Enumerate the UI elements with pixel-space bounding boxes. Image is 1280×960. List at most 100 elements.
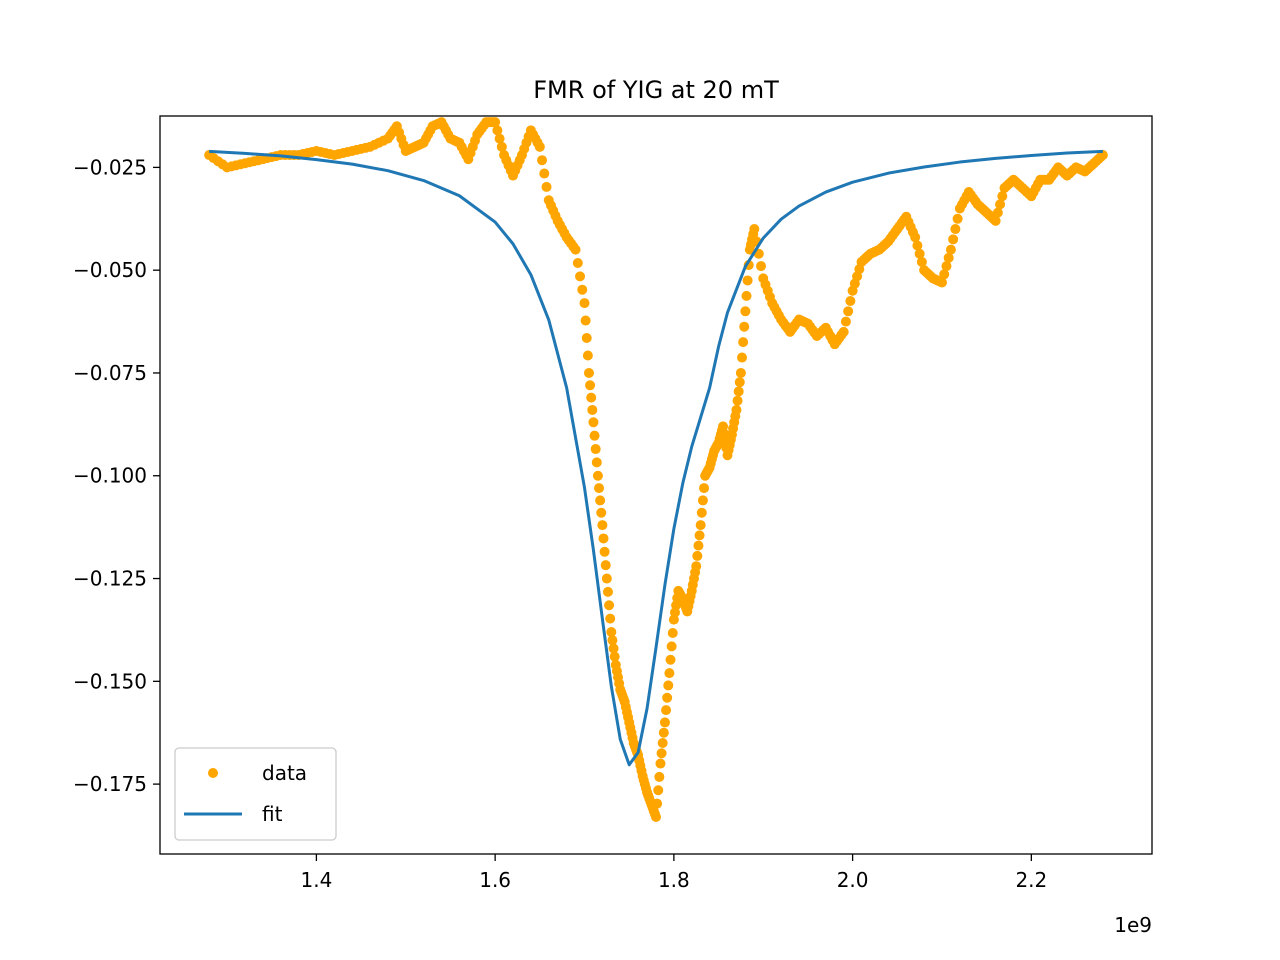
data-point (845, 296, 856, 307)
data-point (217, 159, 228, 170)
legend-label-data: data (262, 761, 307, 785)
data-point (588, 417, 599, 428)
data-point (738, 337, 749, 348)
data-point (539, 168, 550, 179)
data-point (608, 643, 619, 654)
data-point (907, 227, 918, 238)
data-point (649, 808, 660, 819)
data-point (843, 306, 854, 317)
data-point (665, 654, 676, 665)
data-point (572, 257, 583, 268)
data-point (662, 692, 673, 703)
data-point (663, 680, 674, 691)
data-point (589, 430, 600, 441)
data-point (583, 367, 594, 378)
data-point (514, 155, 525, 166)
x-tick-label: 1.4 (300, 868, 332, 892)
axes-frame (159, 115, 1153, 855)
data-point (590, 444, 601, 455)
data-point (577, 284, 588, 295)
data-point (916, 256, 927, 267)
fit-series (209, 149, 1103, 767)
data-point (600, 560, 611, 571)
data-point (599, 546, 610, 557)
data-point (941, 261, 952, 272)
y-tick-label: −0.050 (73, 258, 147, 282)
x-offset-label: 1e9 (1114, 913, 1152, 937)
data-point (559, 228, 570, 239)
data-point (692, 550, 703, 561)
data-point (597, 520, 608, 531)
data-point (609, 651, 620, 662)
data-point (492, 125, 503, 136)
data-point (657, 737, 668, 748)
data-point (595, 495, 606, 506)
data-point (596, 507, 607, 518)
data-point (995, 199, 1006, 210)
data-point (605, 613, 616, 624)
data-point (306, 146, 317, 157)
data-point (235, 159, 246, 170)
data-point (733, 386, 744, 397)
data-point (756, 261, 767, 272)
data-point (655, 758, 666, 769)
data-point (666, 641, 677, 652)
chart-title: FMR of YIG at 20 mT (533, 76, 779, 104)
data-point (939, 269, 950, 280)
data-point (653, 785, 664, 796)
legend-box (174, 747, 337, 841)
data-point (591, 457, 602, 468)
data-point (496, 141, 507, 152)
data-point (623, 712, 634, 723)
data-point (696, 507, 707, 518)
data-point (741, 290, 752, 301)
legend-label-fit: fit (262, 802, 283, 826)
data-point (253, 155, 264, 166)
data-point (575, 271, 586, 282)
data-point (652, 798, 663, 809)
x-tick-label: 1.8 (658, 868, 690, 892)
x-axis: 1.4 1.6 1.8 2.0 2.2 (300, 854, 1047, 892)
plot-area (204, 117, 1108, 822)
data-point (580, 315, 591, 326)
data-point (945, 244, 956, 255)
data-point (840, 316, 851, 327)
data-point (694, 530, 705, 541)
data-point (737, 352, 748, 363)
data-point (360, 142, 371, 153)
x-tick-label: 2.2 (1015, 868, 1047, 892)
data-point (948, 234, 959, 245)
data-point (587, 404, 598, 415)
y-tick-label: −0.150 (73, 669, 147, 693)
data-point (912, 240, 923, 251)
data-point (658, 727, 669, 738)
data-point (1095, 152, 1106, 163)
y-tick-label: −0.125 (73, 567, 147, 591)
data-point (654, 771, 665, 782)
data-point (602, 586, 613, 597)
data-point (699, 483, 710, 494)
data-point (636, 765, 647, 776)
data-point (732, 395, 743, 406)
data-point (742, 275, 753, 286)
data-point (730, 411, 741, 422)
y-tick-label: −0.100 (73, 464, 147, 488)
data-point (773, 310, 784, 321)
data-point (598, 533, 609, 544)
data-point (585, 380, 596, 391)
data-point (618, 693, 629, 704)
fit-line (209, 149, 1103, 767)
data-point (537, 155, 548, 166)
data-point (734, 377, 745, 388)
data-point (627, 732, 638, 743)
data-point (952, 213, 963, 224)
data-point (324, 149, 335, 160)
data-point (568, 241, 579, 252)
data-point (532, 137, 543, 148)
data-point (582, 350, 593, 361)
data-point (914, 248, 925, 259)
y-tick-label: −0.025 (73, 155, 147, 179)
legend: data fit (174, 747, 337, 841)
data-point (607, 635, 618, 646)
